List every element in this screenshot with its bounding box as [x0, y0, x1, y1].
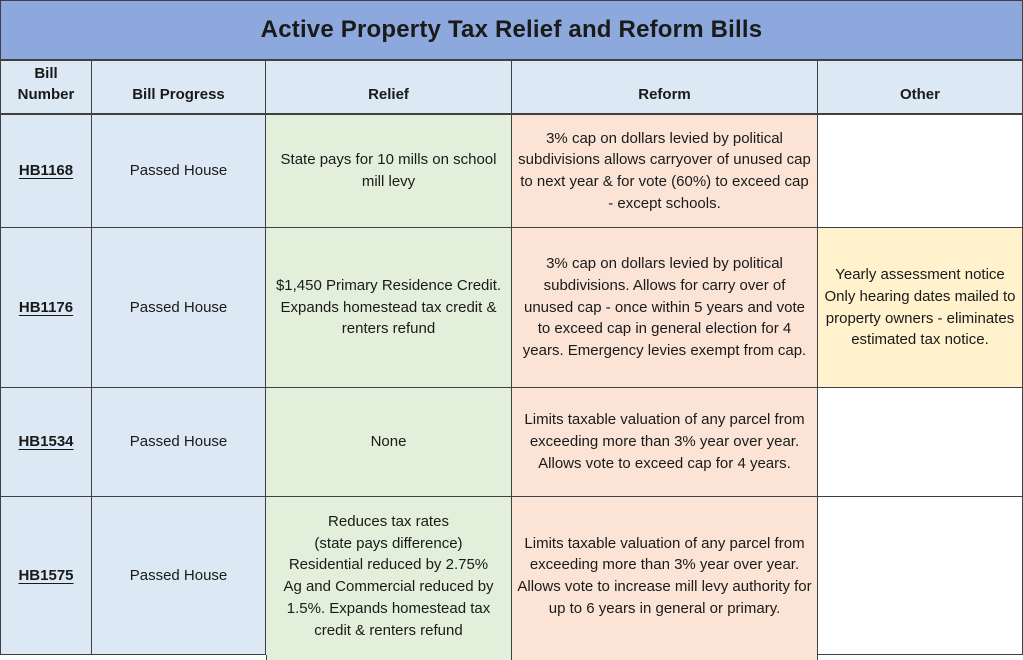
- cell-other: Yearly assessment notice Only hearing da…: [818, 228, 1023, 388]
- column-header-other: Other: [818, 61, 1023, 115]
- cell-bill-progress: Passed House: [92, 228, 266, 388]
- cell-relief: None: [266, 388, 512, 497]
- column-header-reform: Reform: [512, 61, 818, 115]
- cell-bill-number: HB1534: [0, 388, 92, 497]
- cell-bill-number: HB1575: [0, 497, 92, 655]
- clipped-strip: [92, 655, 266, 660]
- cell-bill-number: HB1176: [0, 228, 92, 388]
- cell-relief: State pays for 10 mills on school mill l…: [266, 115, 512, 228]
- clipped-strip-relief: [266, 655, 512, 660]
- table-title-bar: Active Property Tax Relief and Reform Bi…: [0, 0, 1023, 61]
- cell-reform: Limits taxable valuation of any parcel f…: [512, 497, 818, 655]
- cell-bill-progress: Passed House: [92, 115, 266, 228]
- cell-other: [818, 115, 1023, 228]
- bill-link[interactable]: HB1534: [18, 433, 74, 451]
- clipped-strip: [0, 655, 92, 660]
- column-header-bill-progress: Bill Progress: [92, 61, 266, 115]
- bill-link[interactable]: HB1176: [18, 298, 74, 316]
- cell-relief: $1,450 Primary Residence Credit. Expands…: [266, 228, 512, 388]
- cell-reform: 3% cap on dollars levied by political su…: [512, 228, 818, 388]
- column-header-bill-number: Bill Number: [0, 61, 92, 115]
- column-header-relief: Relief: [266, 61, 512, 115]
- cell-relief: Reduces tax rates (state pays difference…: [266, 497, 512, 655]
- cell-reform: Limits taxable valuation of any parcel f…: [512, 388, 818, 497]
- clipped-strip: [818, 655, 1023, 660]
- cell-bill-progress: Passed House: [92, 388, 266, 497]
- cell-reform: 3% cap on dollars levied by political su…: [512, 115, 818, 228]
- bill-link[interactable]: HB1168: [18, 162, 74, 180]
- bills-table: Bill Number Bill Progress Relief Reform …: [0, 61, 1023, 660]
- page-title: Active Property Tax Relief and Reform Bi…: [260, 16, 763, 43]
- cell-other: [818, 388, 1023, 497]
- clipped-strip-reform: [512, 655, 818, 660]
- cell-bill-number: HB1168: [0, 115, 92, 228]
- cell-bill-progress: Passed House: [92, 497, 266, 655]
- cell-other: [818, 497, 1023, 655]
- bill-link[interactable]: HB1575: [18, 566, 74, 584]
